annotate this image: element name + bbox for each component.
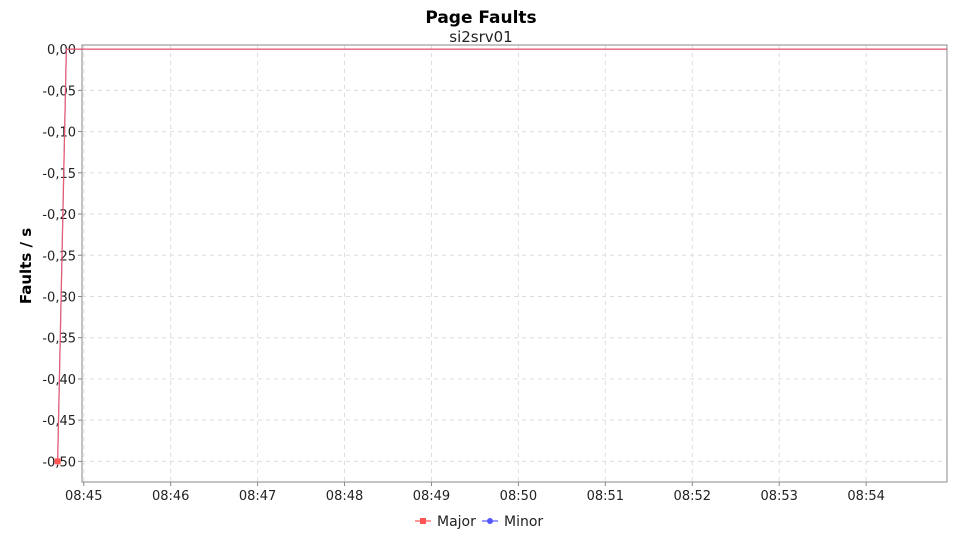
legend-major-marker <box>420 518 426 524</box>
y-axis-label: Faults / s <box>17 228 35 304</box>
x-tick-label: 08:51 <box>587 489 624 504</box>
y-tick-label: -0,05 <box>42 84 76 99</box>
y-tick-label: -0,20 <box>42 208 76 223</box>
x-axis-ticks: 08:45 08:46 08:47 08:48 08:49 08:50 08:51 08:52… <box>65 482 885 504</box>
grid-lines <box>82 45 947 482</box>
legend: Major Minor <box>415 514 543 530</box>
y-tick-label: -0,10 <box>42 126 76 141</box>
x-tick-label: 08:54 <box>847 489 884 504</box>
series-lines <box>54 48 947 465</box>
plot-area <box>81 44 948 483</box>
y-axis-ticks: 0,00 -0,05 -0,10 -0,15 -0,20 -0,25 -0,30 -0,35 -… <box>42 43 82 470</box>
y-tick-label: 0,00 <box>47 43 76 58</box>
legend-minor-marker <box>487 518 493 524</box>
legend-item-major: Major <box>415 514 476 530</box>
x-tick-label: 08:45 <box>65 489 102 504</box>
y-tick-label: -0,45 <box>42 414 76 429</box>
series-major-line <box>57 48 947 462</box>
series-major-point <box>54 458 61 465</box>
x-tick-label: 08:49 <box>413 489 450 504</box>
x-tick-label: 08:47 <box>239 489 276 504</box>
y-tick-label: -0,15 <box>42 167 76 182</box>
chart-title: Page Faults <box>425 8 536 28</box>
x-tick-label: 08:46 <box>152 489 189 504</box>
legend-major-label: Major <box>437 514 476 530</box>
y-tick-label: -0,35 <box>42 332 76 347</box>
x-tick-label: 08:53 <box>760 489 797 504</box>
x-tick-label: 08:48 <box>326 489 363 504</box>
y-tick-label: -0,30 <box>42 290 76 305</box>
legend-minor-label: Minor <box>504 514 543 530</box>
chart-subtitle: si2srv01 <box>449 28 512 46</box>
legend-item-minor: Minor <box>482 514 543 530</box>
series-major <box>54 48 947 465</box>
x-tick-label: 08:52 <box>674 489 711 504</box>
x-tick-label: 08:50 <box>500 489 537 504</box>
series-minor <box>54 48 947 465</box>
y-tick-label: -0,25 <box>42 249 76 264</box>
